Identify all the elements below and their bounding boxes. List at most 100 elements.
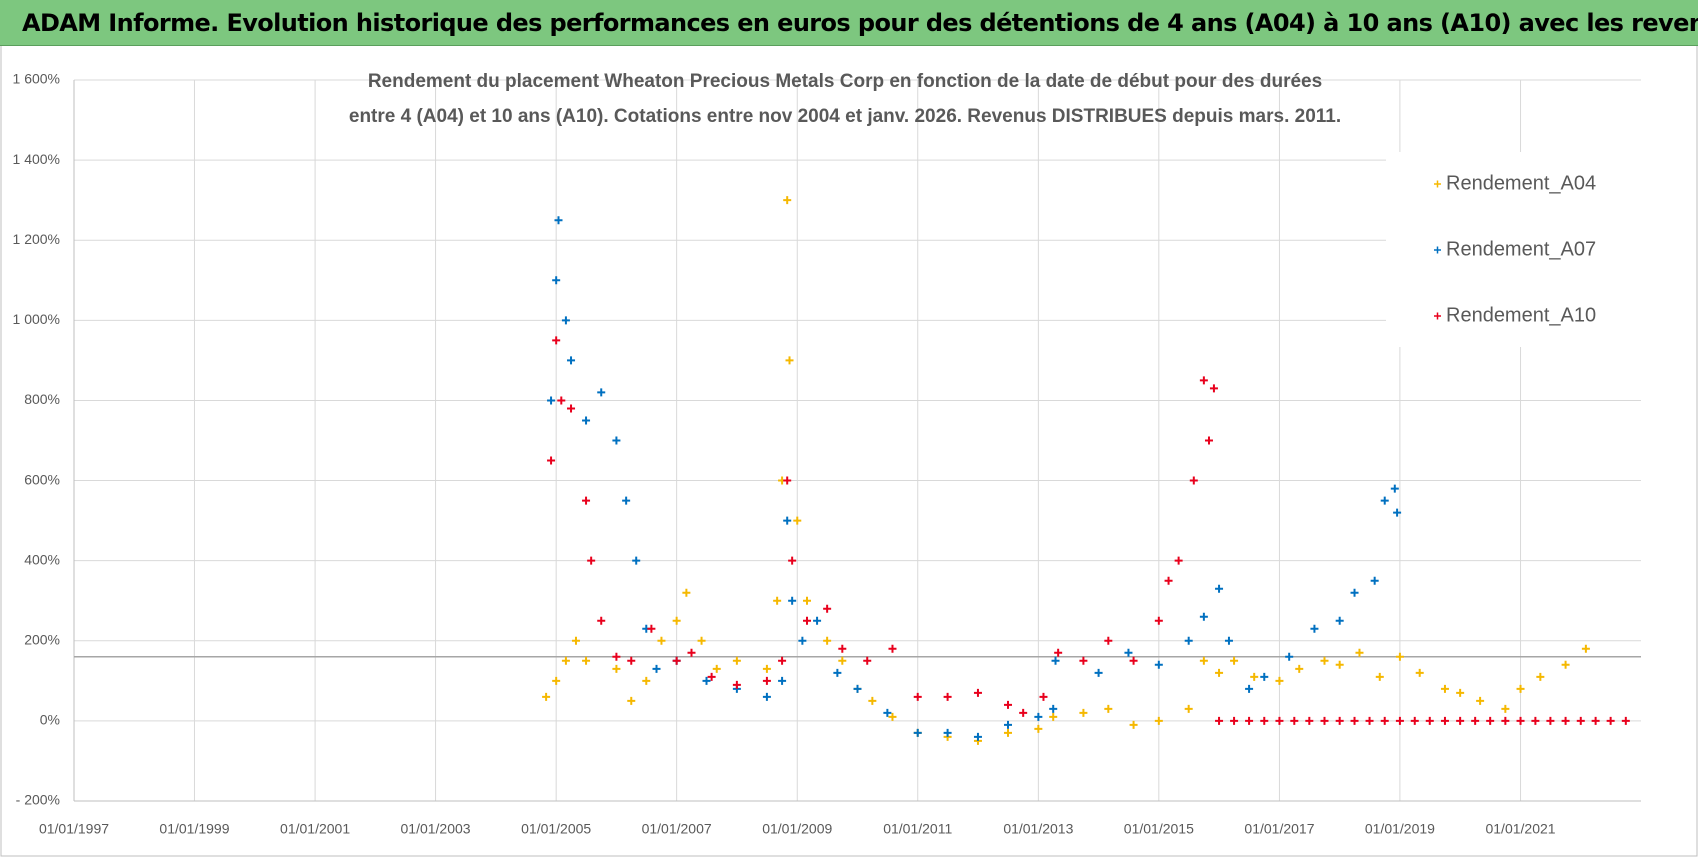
x-tick-label: 01/01/2003 (401, 821, 471, 837)
data-point (1189, 476, 1198, 485)
data-point (1079, 656, 1088, 665)
x-tick-label: 01/01/2019 (1365, 821, 1435, 837)
data-point (1019, 708, 1028, 717)
data-point (1199, 612, 1208, 621)
data-point (1440, 716, 1449, 725)
x-tick-label: 01/01/2013 (1003, 821, 1073, 837)
data-point (913, 728, 922, 737)
data-point (1049, 704, 1058, 713)
data-point (1004, 700, 1012, 709)
y-tick-label: 600% (24, 471, 60, 487)
data-point (582, 496, 591, 505)
data-point (1365, 716, 1374, 725)
data-point (1536, 672, 1545, 681)
data-point (552, 276, 561, 285)
data-point (1204, 436, 1213, 445)
data-point (1581, 644, 1590, 653)
data-point (863, 656, 872, 665)
data-point (1275, 676, 1284, 685)
data-point (913, 692, 922, 701)
data-point (1380, 496, 1389, 505)
data-point (883, 708, 892, 717)
data-point (672, 656, 681, 665)
data-point (1104, 704, 1113, 713)
data-point (1370, 576, 1379, 585)
data-point (1154, 660, 1163, 669)
data-point (1079, 708, 1088, 717)
y-tick-label: 400% (24, 551, 60, 567)
data-point (1004, 720, 1012, 729)
x-tick-label: 01/01/2017 (1244, 821, 1314, 837)
data-point (1476, 696, 1485, 705)
data-point (642, 676, 651, 685)
data-point (652, 664, 661, 673)
data-point (582, 416, 591, 425)
chart-title: entre 4 (A04) et 10 ans (A10). Cotations… (349, 106, 1341, 127)
y-tick-label: 1 400% (13, 151, 60, 167)
data-point (973, 732, 982, 741)
banner: ADAM Informe. Evolution historique des p… (0, 0, 1698, 46)
data-point (1129, 656, 1138, 665)
x-tick-label: 01/01/2021 (1485, 821, 1555, 837)
data-point (1335, 660, 1344, 669)
y-tick-label: 0% (40, 712, 60, 728)
data-point (647, 624, 656, 633)
data-point (762, 676, 771, 685)
data-point (1184, 704, 1193, 713)
legend-label: Rendement_A10 (1446, 304, 1596, 326)
data-point (1174, 556, 1183, 565)
data-point (561, 656, 570, 665)
data-point (1215, 668, 1224, 677)
y-tick-label: 1 200% (13, 231, 60, 247)
x-tick-label: 01/01/2011 (883, 821, 952, 837)
data-point (732, 656, 741, 665)
data-point (612, 652, 621, 661)
data-point (762, 692, 771, 701)
data-point (1051, 656, 1060, 665)
data-point (1230, 716, 1239, 725)
data-point (823, 636, 832, 645)
data-point (1456, 688, 1465, 697)
data-point (547, 396, 556, 405)
data-point (702, 676, 711, 685)
data-point (1516, 684, 1525, 693)
data-point (838, 656, 847, 665)
data-point (1260, 672, 1269, 681)
data-point (1531, 716, 1540, 725)
data-point (803, 596, 812, 605)
legend-marker (1434, 246, 1441, 254)
data-point (1034, 712, 1043, 721)
data-point (1335, 716, 1344, 725)
data-point (682, 588, 691, 597)
data-point (1230, 656, 1239, 665)
x-tick-label: 01/01/2009 (762, 821, 832, 837)
data-point (1621, 716, 1630, 725)
data-point (1320, 656, 1329, 665)
data-point (597, 616, 606, 625)
data-point (783, 196, 792, 205)
data-point (1486, 716, 1495, 725)
data-point (1004, 728, 1012, 737)
data-point (798, 636, 807, 645)
data-point (1395, 716, 1404, 725)
data-point (1310, 624, 1319, 633)
data-point (788, 596, 797, 605)
data-point (783, 476, 792, 485)
data-point (1546, 716, 1555, 725)
data-point (1355, 648, 1364, 657)
data-point (1295, 664, 1304, 673)
data-point (778, 676, 787, 685)
data-point (1154, 716, 1163, 725)
data-point (657, 636, 666, 645)
legend-label: Rendement_A07 (1446, 238, 1596, 260)
data-point (552, 676, 561, 685)
data-point (1245, 716, 1254, 725)
data-point (1129, 720, 1138, 729)
legend-box (1386, 152, 1641, 347)
data-point (1305, 716, 1314, 725)
data-point (1390, 484, 1399, 493)
y-tick-label: 200% (24, 631, 60, 647)
